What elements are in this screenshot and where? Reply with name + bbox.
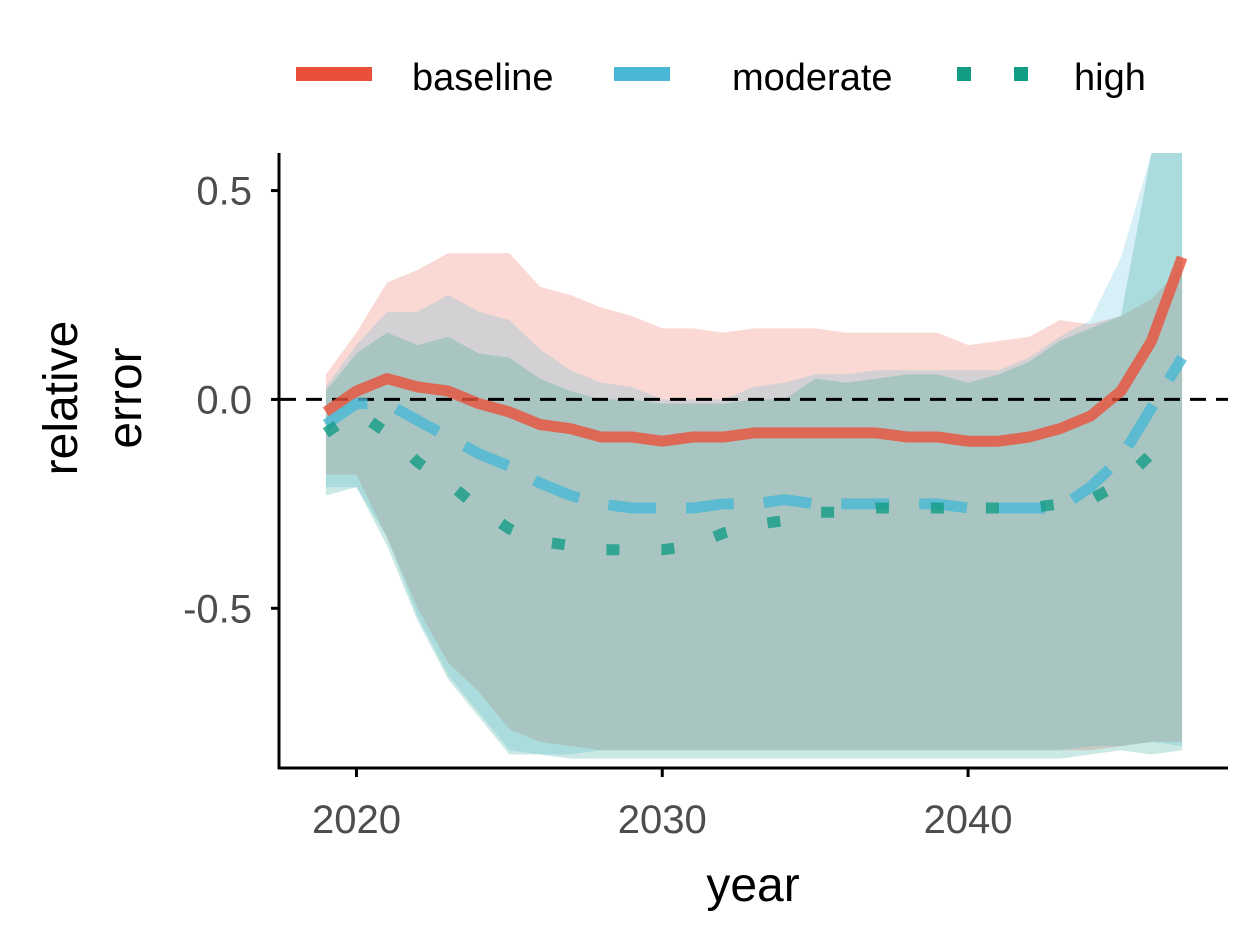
ribbon-baseline	[325, 253, 1183, 751]
legend-label-moderate: moderate	[732, 57, 893, 99]
line-baseline	[322, 255, 1188, 447]
ribbon-high	[325, 153, 1183, 759]
legend-item-moderate: moderate	[614, 57, 893, 99]
y-tick-label: 0.0	[196, 378, 252, 422]
y-axis-title-line-1: relative	[35, 321, 88, 476]
legend-item-high: high	[957, 57, 1146, 99]
ribbons	[325, 153, 1183, 759]
legend-label-high: high	[1074, 57, 1146, 99]
ribbon-moderate	[325, 153, 1183, 755]
y-axis-title: relative error	[35, 321, 152, 476]
y-ticks: 0.5 0.0 -0.5	[183, 170, 279, 631]
series-lines	[322, 255, 1188, 556]
y-tick-label: 0.5	[196, 170, 252, 214]
legend: baseline moderate high	[296, 57, 1146, 99]
x-tick-label: 2020	[312, 798, 401, 842]
legend-item-baseline: baseline	[296, 57, 554, 99]
line-moderate	[322, 354, 1187, 514]
x-ticks: 2020 2030 2040	[312, 768, 1013, 842]
x-tick-label: 2040	[924, 798, 1013, 842]
y-axis-title-line-2: error	[99, 347, 152, 448]
x-tick-label: 2030	[618, 798, 707, 842]
y-tick-label: -0.5	[183, 587, 252, 631]
x-axis-title: year	[706, 859, 799, 912]
legend-label-baseline: baseline	[412, 57, 554, 99]
